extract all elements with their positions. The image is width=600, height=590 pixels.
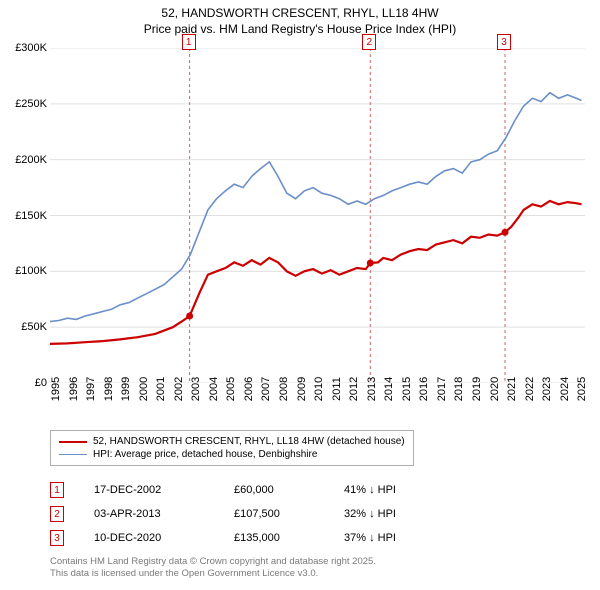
y-tick-label: £250K: [15, 98, 47, 110]
x-tick-label: 2014: [383, 377, 395, 401]
y-tick-label: £150K: [15, 210, 47, 222]
sale-diff: 41% ↓ HPI: [344, 484, 454, 496]
x-tick-label: 2008: [278, 377, 290, 401]
legend-item: HPI: Average price, detached house, Denb…: [59, 448, 405, 461]
footer-line-1: Contains HM Land Registry data © Crown c…: [50, 556, 376, 567]
x-tick-label: 1999: [120, 377, 132, 401]
sale-row: 2 03-APR-2013£107,50032% ↓ HPI: [50, 502, 454, 526]
x-tick-label: 2020: [489, 377, 501, 401]
x-tick-label: 2011: [331, 377, 343, 401]
x-tick-label: 2012: [348, 377, 360, 401]
sale-row: 1 17-DEC-2002£60,00041% ↓ HPI: [50, 478, 454, 502]
x-tick-label: 2019: [471, 377, 483, 401]
x-tick-label: 1998: [103, 377, 115, 401]
x-tick-label: 2024: [559, 377, 571, 401]
sale-row-marker: 3: [50, 530, 64, 546]
sale-date: 10-DEC-2020: [94, 532, 234, 544]
plot-area: £0£50K£100K£150K£200K£250K£300K199519961…: [50, 48, 585, 383]
legend-swatch: [59, 441, 87, 443]
x-tick-label: 2005: [225, 377, 237, 401]
legend-swatch: [59, 454, 87, 455]
x-tick-label: 2023: [541, 377, 553, 401]
legend-label: HPI: Average price, detached house, Denb…: [93, 449, 317, 460]
x-tick-label: 2013: [366, 377, 378, 401]
x-tick-label: 2004: [208, 377, 220, 401]
legend-label: 52, HANDSWORTH CRESCENT, RHYL, LL18 4HW …: [93, 436, 405, 447]
y-tick-label: £50K: [21, 321, 47, 333]
chart-title: 52, HANDSWORTH CRESCENT, RHYL, LL18 4HW …: [0, 0, 600, 37]
title-line-1: 52, HANDSWORTH CRESCENT, RHYL, LL18 4HW: [161, 6, 438, 20]
x-tick-label: 2025: [576, 377, 588, 401]
sale-date: 03-APR-2013: [94, 508, 234, 520]
plot-svg: [50, 48, 585, 383]
footer-line-2: This data is licensed under the Open Gov…: [50, 568, 318, 579]
sale-price: £135,000: [234, 532, 344, 544]
y-tick-label: £0: [35, 377, 47, 389]
x-tick-label: 2018: [453, 377, 465, 401]
sale-diff: 37% ↓ HPI: [344, 532, 454, 544]
x-tick-label: 2015: [401, 377, 413, 401]
x-tick-label: 2001: [155, 377, 167, 401]
x-tick-label: 2021: [506, 377, 518, 401]
sale-diff: 32% ↓ HPI: [344, 508, 454, 520]
x-tick-label: 2009: [296, 377, 308, 401]
legend-item: 52, HANDSWORTH CRESCENT, RHYL, LL18 4HW …: [59, 435, 405, 448]
x-tick-label: 1995: [50, 377, 62, 401]
sale-row-marker: 2: [50, 506, 64, 522]
x-tick-label: 1996: [68, 377, 80, 401]
sale-marker-1: 1: [182, 34, 196, 50]
x-tick-label: 1997: [85, 377, 97, 401]
chart-container: 52, HANDSWORTH CRESCENT, RHYL, LL18 4HW …: [0, 0, 600, 590]
x-tick-label: 2003: [190, 377, 202, 401]
y-tick-label: £300K: [15, 42, 47, 54]
x-tick-label: 2007: [260, 377, 272, 401]
x-tick-label: 2000: [138, 377, 150, 401]
x-tick-label: 2017: [436, 377, 448, 401]
footer-attribution: Contains HM Land Registry data © Crown c…: [50, 556, 376, 580]
y-tick-label: £200K: [15, 154, 47, 166]
sale-row-marker: 1: [50, 482, 64, 498]
x-tick-label: 2022: [524, 377, 536, 401]
x-tick-label: 2006: [243, 377, 255, 401]
sale-marker-2: 2: [362, 34, 376, 50]
sale-price: £60,000: [234, 484, 344, 496]
y-tick-label: £100K: [15, 265, 47, 277]
sale-row: 3 10-DEC-2020£135,00037% ↓ HPI: [50, 526, 454, 550]
sale-marker-3: 3: [497, 34, 511, 50]
sale-price: £107,500: [234, 508, 344, 520]
legend: 52, HANDSWORTH CRESCENT, RHYL, LL18 4HW …: [50, 430, 414, 466]
x-tick-label: 2010: [313, 377, 325, 401]
sales-table: 1 17-DEC-2002£60,00041% ↓ HPI 2 03-APR-2013…: [50, 478, 454, 550]
x-tick-label: 2016: [418, 377, 430, 401]
x-tick-label: 2002: [173, 377, 185, 401]
sale-date: 17-DEC-2002: [94, 484, 234, 496]
